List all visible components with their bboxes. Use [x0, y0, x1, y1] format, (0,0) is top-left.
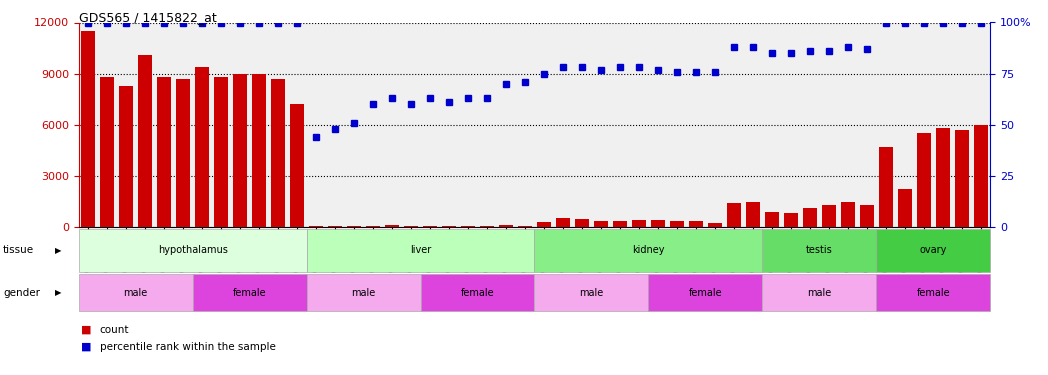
Text: kidney: kidney	[632, 245, 664, 255]
Bar	[842, 202, 854, 227]
Bar	[955, 130, 968, 227]
Text: female: female	[461, 288, 495, 297]
Text: ■: ■	[81, 325, 91, 335]
Bar	[499, 225, 512, 227]
Bar	[556, 218, 570, 227]
Bar	[975, 124, 987, 227]
Text: ovary: ovary	[920, 245, 947, 255]
Text: tissue: tissue	[3, 245, 35, 255]
Bar	[823, 205, 835, 227]
Bar	[253, 74, 266, 227]
Bar	[632, 220, 646, 227]
Bar	[784, 213, 798, 227]
Text: male: male	[580, 288, 604, 297]
Bar	[765, 211, 779, 227]
Text: male: male	[124, 288, 148, 297]
Bar	[860, 205, 874, 227]
Bar	[271, 79, 285, 227]
Bar	[405, 226, 418, 227]
Bar	[138, 55, 152, 227]
Text: ■: ■	[81, 342, 91, 352]
Bar	[328, 226, 342, 227]
Bar	[215, 77, 227, 227]
Bar	[803, 208, 816, 227]
Bar	[234, 74, 246, 227]
Text: testis: testis	[806, 245, 833, 255]
Bar	[708, 223, 722, 227]
Bar	[746, 202, 760, 227]
Text: gender: gender	[3, 288, 40, 297]
Bar	[917, 133, 931, 227]
Text: male: male	[807, 288, 831, 297]
Text: GDS565 / 1415822_at: GDS565 / 1415822_at	[79, 11, 216, 24]
Bar	[936, 128, 949, 227]
Bar	[461, 226, 475, 227]
Bar	[290, 104, 304, 227]
Text: female: female	[689, 288, 722, 297]
Text: hypothalamus: hypothalamus	[157, 245, 227, 255]
Bar	[386, 225, 398, 227]
Bar	[594, 221, 608, 227]
Text: count: count	[100, 325, 129, 335]
Bar	[480, 226, 494, 227]
Bar	[423, 226, 437, 227]
Text: male: male	[351, 288, 375, 297]
Text: liver: liver	[410, 245, 431, 255]
Bar	[613, 221, 627, 227]
Bar	[82, 31, 94, 227]
Bar	[898, 189, 912, 227]
Bar	[101, 77, 114, 227]
Bar	[879, 147, 893, 227]
Bar	[442, 226, 456, 227]
Bar	[367, 225, 379, 227]
Bar	[538, 222, 550, 227]
Text: ▶: ▶	[54, 246, 61, 255]
Text: ▶: ▶	[54, 288, 61, 297]
Text: percentile rank within the sample: percentile rank within the sample	[100, 342, 276, 352]
Text: female: female	[917, 288, 951, 297]
Bar	[519, 226, 531, 227]
Bar	[309, 226, 323, 227]
Bar	[671, 221, 683, 227]
Bar	[176, 79, 190, 227]
Bar	[727, 203, 741, 227]
Bar	[347, 225, 361, 227]
Text: female: female	[233, 288, 266, 297]
Bar	[575, 219, 589, 227]
Bar	[195, 67, 209, 227]
Bar	[157, 77, 171, 227]
Bar	[690, 221, 702, 227]
Bar	[651, 220, 664, 227]
Bar	[119, 86, 133, 227]
